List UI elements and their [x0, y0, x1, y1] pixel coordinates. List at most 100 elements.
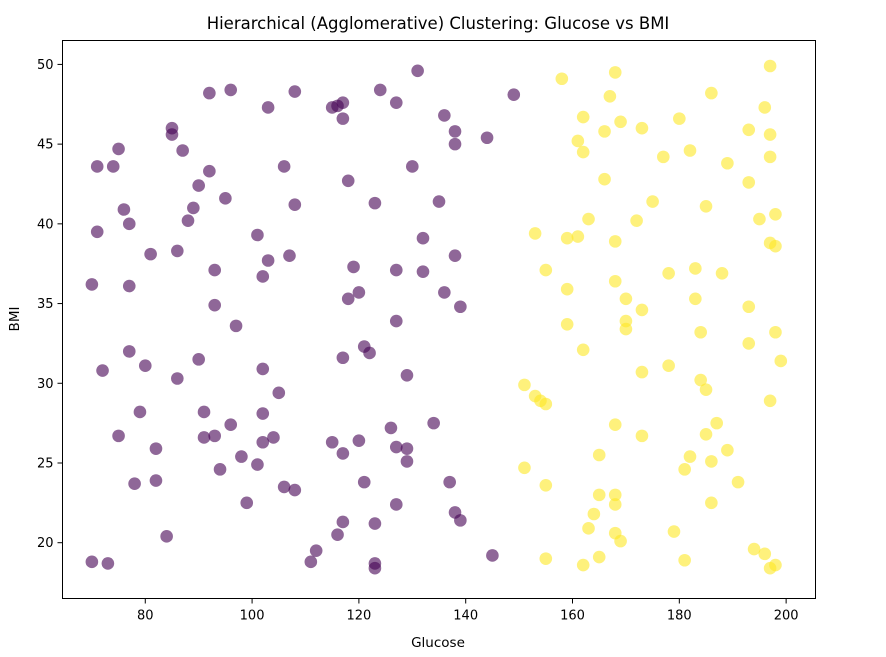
cluster-1-point — [406, 160, 419, 173]
cluster-2-point — [571, 230, 585, 243]
cluster-1-point — [448, 125, 462, 138]
cluster-1-point — [389, 314, 403, 328]
cluster-1-point — [106, 160, 120, 173]
cluster-2-point — [763, 128, 777, 141]
cluster-1-point — [176, 144, 189, 157]
cluster-1-point — [352, 286, 366, 299]
cluster-2-point — [705, 455, 718, 468]
cluster-1-point — [432, 195, 446, 208]
cluster-2-point — [758, 547, 772, 561]
cluster-1-point — [138, 359, 152, 373]
cluster-2-point — [576, 145, 590, 159]
y-tick-label: 35 — [37, 297, 54, 312]
cluster-2-point — [683, 450, 697, 463]
cluster-2-point — [689, 292, 702, 306]
cluster-1-point — [341, 174, 355, 188]
cluster-2-point — [576, 110, 590, 124]
cluster-2-point — [747, 542, 761, 556]
cluster-1-point — [256, 407, 270, 420]
cluster-1-point — [101, 557, 115, 570]
cluster-1-point — [486, 549, 499, 562]
cluster-2-point — [608, 274, 622, 288]
cluster-1-point — [411, 64, 424, 78]
cluster-1-point — [416, 231, 430, 245]
cluster-2-point — [721, 156, 734, 170]
cluster-2-point — [683, 144, 697, 157]
cluster-2-point — [608, 498, 622, 511]
cluster-1-point — [256, 270, 270, 283]
cluster-2-point — [694, 373, 707, 387]
cluster-2-point — [603, 90, 617, 103]
cluster-2-point — [560, 282, 574, 296]
cluster-2-point — [539, 479, 553, 492]
cluster-2-point — [699, 427, 713, 441]
cluster-2-point — [742, 123, 756, 137]
cluster-2-point — [635, 429, 649, 443]
cluster-1-point — [213, 463, 227, 476]
cluster-1-point — [192, 179, 205, 192]
cluster-1-point — [336, 112, 350, 125]
y-tick-label: 40 — [37, 217, 54, 232]
cluster-2-point — [742, 176, 756, 189]
x-tick-label: 140 — [453, 609, 478, 624]
plot-frame — [62, 40, 816, 599]
cluster-1-point — [363, 346, 376, 360]
cluster-2-point — [753, 212, 766, 226]
cluster-2-point — [635, 121, 649, 135]
cluster-2-point — [662, 359, 675, 373]
cluster-2-point — [576, 558, 590, 572]
cluster-1-point — [277, 480, 291, 494]
cluster-2-point — [539, 263, 553, 277]
cluster-1-point — [165, 128, 179, 141]
cluster-1-point — [400, 455, 414, 468]
cluster-2-point — [587, 507, 601, 521]
cluster-2-point — [635, 303, 649, 317]
cluster-1-point — [368, 196, 382, 210]
cluster-2-point — [662, 266, 675, 280]
cluster-1-point — [336, 96, 350, 109]
cluster-1-point — [122, 217, 136, 231]
x-axis: 80 100 120 140 160 180 200 — [137, 598, 799, 624]
x-tick-label: 120 — [346, 609, 371, 624]
cluster-1-point — [208, 263, 221, 277]
cluster-1-point — [122, 279, 136, 293]
cluster-1-point — [251, 458, 264, 471]
cluster-1-point — [85, 278, 99, 291]
cluster-1-point — [283, 249, 296, 263]
cluster-1-point — [336, 447, 350, 460]
cluster-1-point — [187, 201, 200, 215]
x-tick-label: 80 — [137, 609, 154, 624]
cluster-1-point — [149, 442, 163, 455]
cluster-1-point — [171, 244, 184, 258]
x-tick-label: 100 — [240, 609, 265, 624]
cluster-2-point — [699, 383, 713, 396]
cluster-2-point — [689, 262, 702, 275]
cluster-2-point — [528, 227, 542, 240]
cluster-1-point — [389, 96, 403, 109]
cluster-1-point — [288, 198, 302, 212]
cluster-1-point — [203, 86, 216, 100]
cluster-1-point — [438, 109, 451, 122]
cluster-1-point — [443, 475, 456, 489]
cluster-2-point — [699, 200, 713, 213]
cluster-1-point — [256, 435, 270, 449]
cluster-2-point — [608, 66, 622, 79]
cluster-1-point — [122, 345, 136, 358]
cluster-1-point — [256, 362, 270, 376]
cluster-1-point — [160, 530, 173, 543]
y-tick-label: 20 — [37, 536, 54, 551]
cluster-1-point — [224, 418, 238, 432]
cluster-2-point — [715, 266, 729, 280]
cluster-2-point — [608, 418, 622, 432]
cluster-2-point — [742, 300, 756, 314]
cluster-1-point — [373, 83, 387, 97]
cluster-1-point — [454, 300, 467, 314]
cluster-2-point — [763, 394, 777, 408]
x-tick-label: 200 — [774, 609, 799, 624]
x-axis-label: Glucose — [411, 635, 465, 651]
cluster-2-point — [571, 134, 585, 148]
cluster-1-point — [384, 421, 398, 435]
cluster-2-point — [678, 463, 691, 476]
cluster-2-point — [582, 522, 595, 535]
